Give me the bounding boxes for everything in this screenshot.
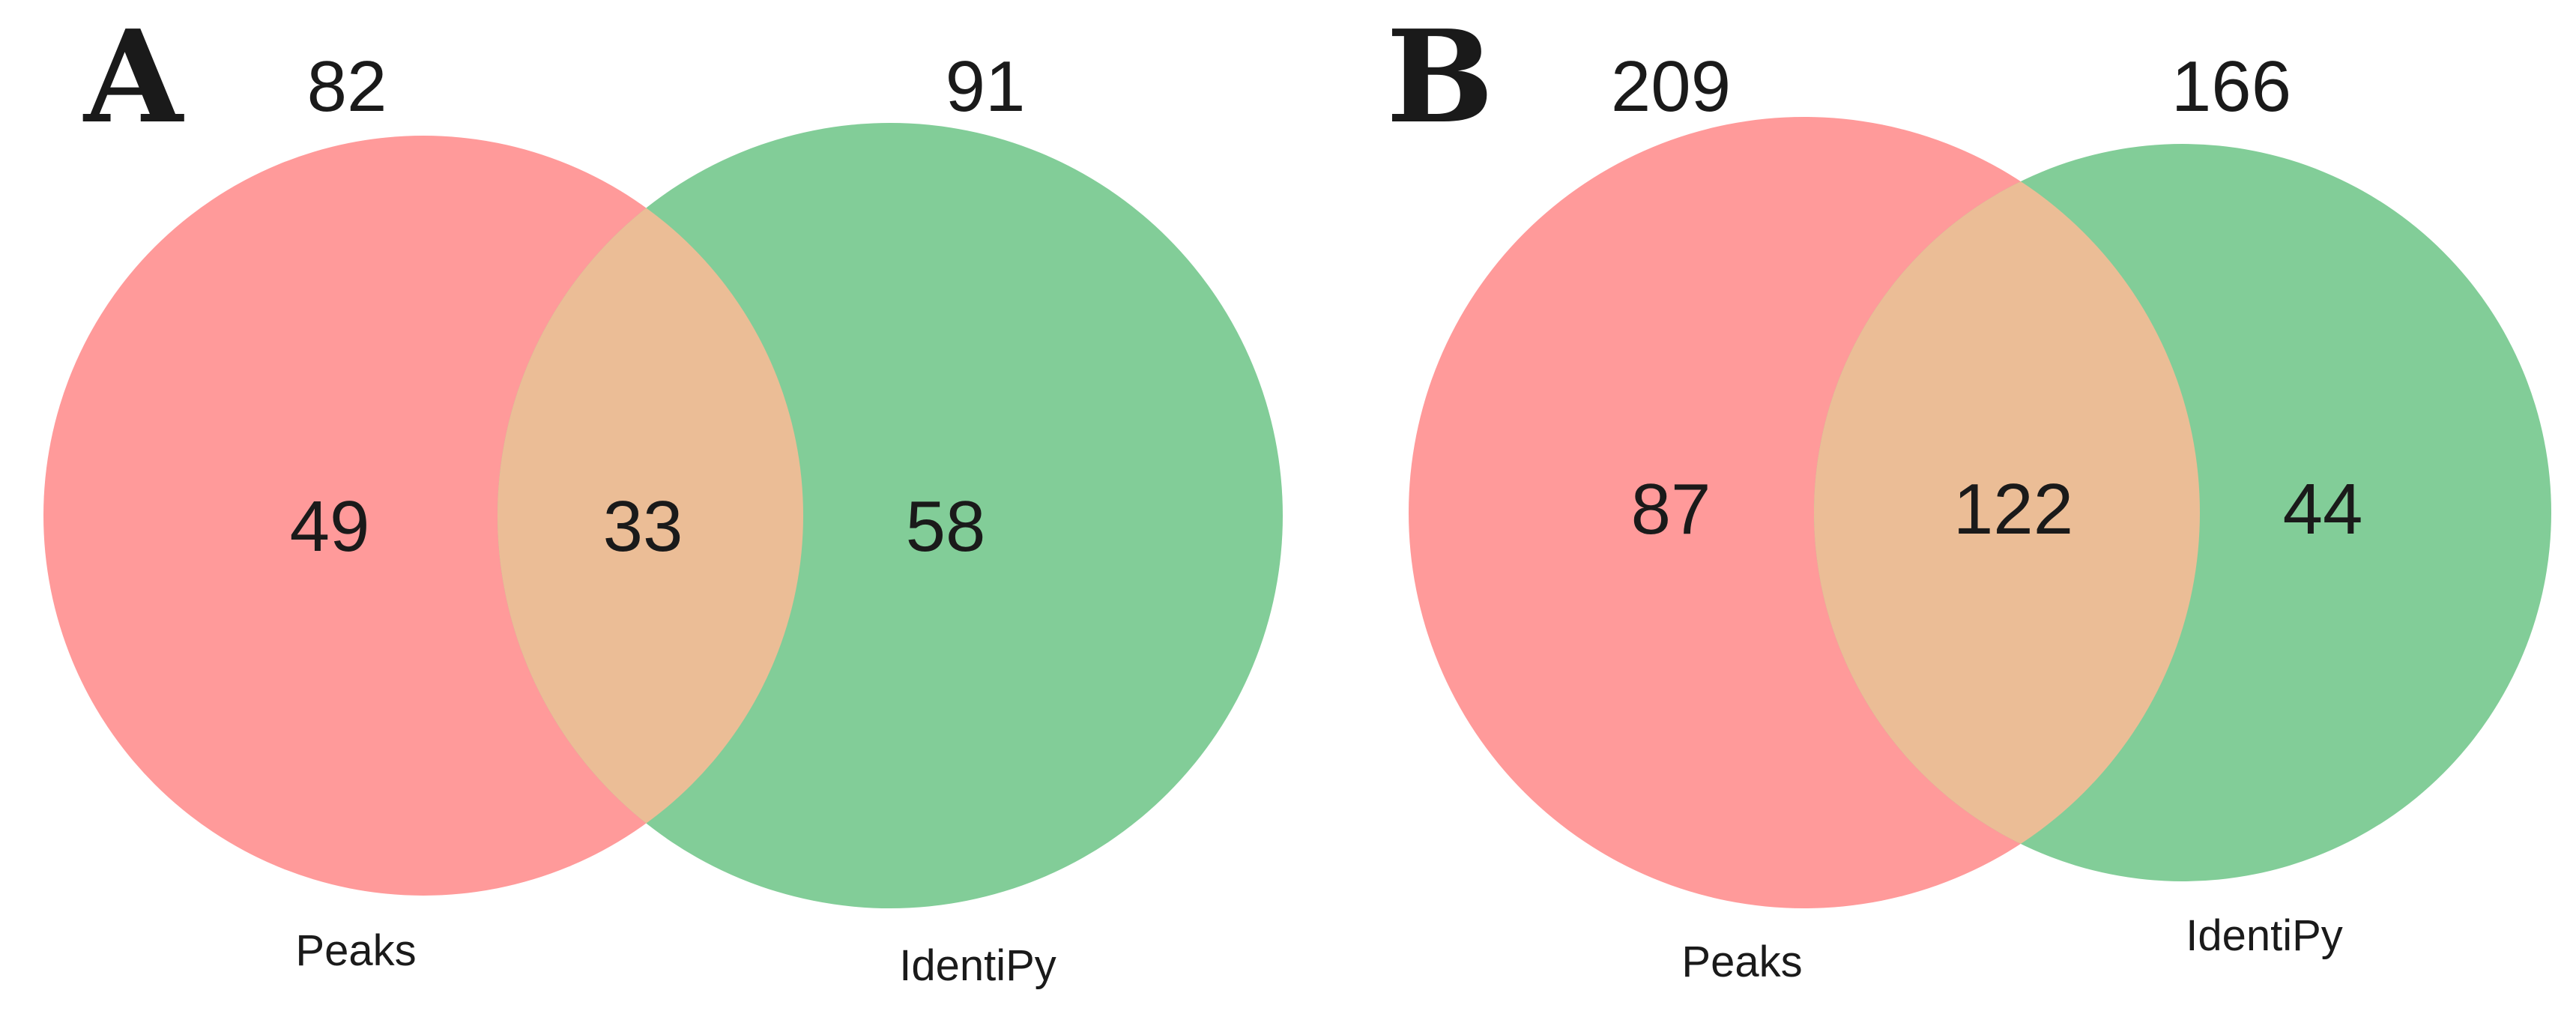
panel-a-overlap-count: 33 — [603, 486, 683, 567]
panel-a-peaks-label: Peaks — [295, 926, 416, 975]
panel-b: B 209 166 87 122 44 Peaks IdentiPy — [1386, 2, 2551, 986]
panel-b-letter: B — [1386, 2, 1494, 152]
panel-b-identipy-label: IdentiPy — [2186, 911, 2343, 960]
panel-a-letter: A — [82, 2, 184, 152]
panel-b-identipy-total: 166 — [2171, 46, 2291, 127]
panel-b-identipy-only-count: 44 — [2283, 469, 2363, 549]
panel-a-peaks-total: 82 — [307, 46, 387, 127]
panel-a-overlap-region — [498, 136, 803, 896]
panel-a-identipy-total: 91 — [946, 46, 1026, 127]
panel-a: A 82 91 49 33 58 Peaks IdentiPy — [43, 2, 1283, 990]
panel-b-overlap-region — [1814, 144, 2200, 881]
panel-a-peaks-only-count: 49 — [290, 486, 370, 567]
panel-b-overlap-count: 122 — [1953, 469, 2073, 549]
panel-b-peaks-only-count: 87 — [1631, 469, 1711, 549]
panel-a-identipy-label: IdentiPy — [899, 941, 1056, 990]
panel-b-peaks-total: 209 — [1611, 46, 1731, 127]
panel-b-peaks-label: Peaks — [1681, 938, 1802, 986]
panel-a-identipy-only-count: 58 — [906, 486, 986, 567]
